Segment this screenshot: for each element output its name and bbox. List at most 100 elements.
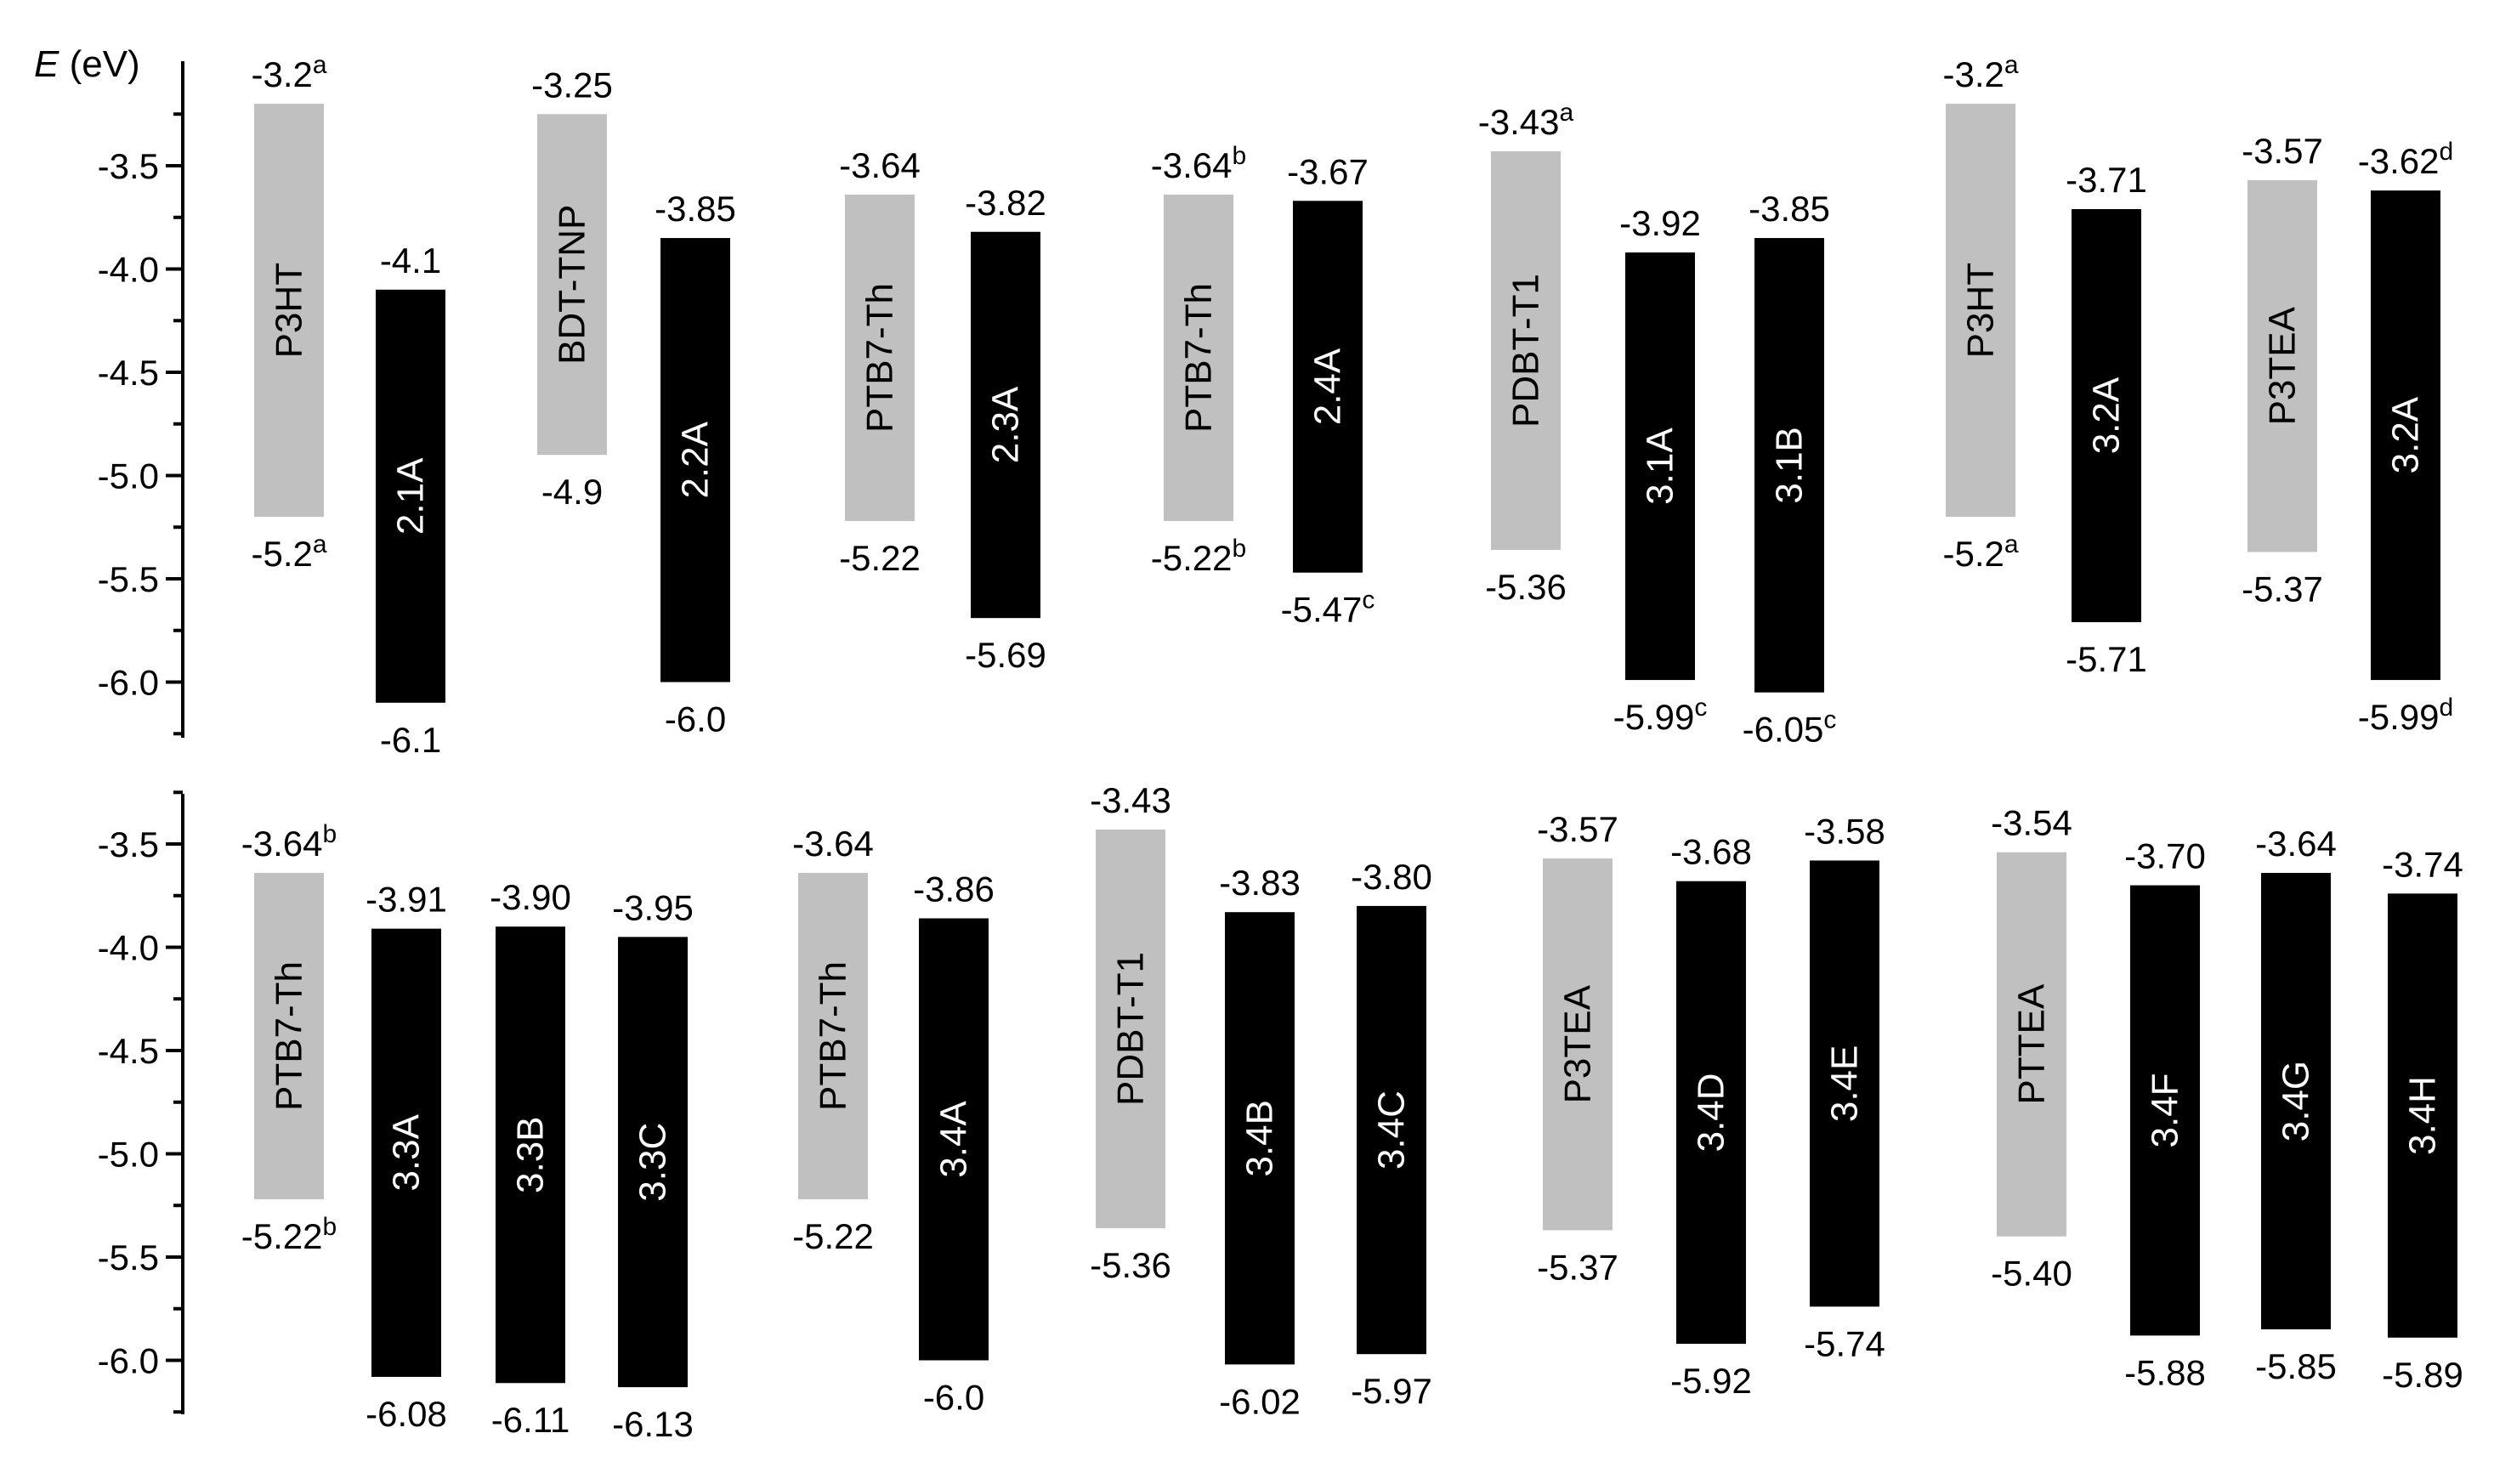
homo-label: -6.13 (612, 1404, 694, 1444)
y-axis-title: E (eV) (34, 43, 140, 85)
bar-material-label: PTB7-Th (1178, 283, 1220, 433)
y-tick-label: -6.0 (98, 663, 159, 703)
y-tick-label: -3.5 (98, 824, 159, 864)
homo-label: -6.05c (1743, 706, 1837, 750)
bar-material-label: P3TEA (1557, 984, 1599, 1103)
acceptor-bar-3-3b: 3.3B -3.90 -6.11 (490, 877, 571, 1440)
y-tick-label: -5.5 (98, 559, 159, 599)
homo-label: -5.88 (2124, 1352, 2206, 1392)
y-axis-unit: (eV) (59, 43, 139, 85)
acceptor-bar-3-1a: 3.1A -3.92 -5.99c (1613, 203, 1708, 737)
acceptor-bar-2-1a: 2.1A -4.1 -6.1 (376, 241, 445, 760)
energy-bar (1096, 829, 1165, 1228)
bar-material-label: PTB7-Th (813, 961, 854, 1111)
homo-label: -5.97 (1351, 1371, 1432, 1411)
energy-bar (919, 918, 989, 1361)
lumo-label: -3.82 (965, 183, 1046, 223)
homo-label-footnote: c (1362, 586, 1375, 615)
y-tick-label: -4.5 (98, 353, 159, 393)
lumo-label: -3.62d (2358, 138, 2453, 181)
lumo-label-value: -3.64 (241, 824, 323, 864)
lumo-label: -3.80 (1351, 857, 1432, 897)
lumo-label: -3.64 (839, 145, 921, 185)
lumo-label: -3.85 (655, 189, 736, 229)
bar-material-label: 3.4G (2276, 1061, 2317, 1141)
bar-material-label: 2.2A (675, 421, 717, 498)
bar-material-label: 3.1B (1769, 427, 1811, 504)
donor-bar-ptb7-th: PTB7-Th -3.64 -5.22 (839, 145, 921, 578)
homo-label: -5.85 (2255, 1346, 2337, 1386)
lumo-label: -3.67 (1287, 151, 1369, 191)
y-tick-label: -4.0 (98, 928, 159, 968)
lumo-label-value: -3.95 (612, 887, 694, 927)
y-tick-label: -4.5 (98, 1031, 159, 1071)
lumo-label-footnote: a (313, 51, 327, 79)
energy-bar (496, 926, 565, 1384)
lumo-label-value: -3.25 (531, 65, 613, 105)
lumo-label-value: -3.71 (2066, 160, 2147, 200)
lumo-label: -3.57 (2242, 131, 2323, 171)
homo-label-value: -5.36 (1485, 567, 1567, 607)
acceptor-bar-3-4e: 3.4E -3.58 -5.74 (1804, 811, 1885, 1363)
bar-material-label: 2.3A (985, 386, 1027, 463)
bar-material-label: 3.4C (1371, 1090, 1413, 1170)
bar-material-label: P3HT (1960, 263, 2002, 358)
energy-bar (1754, 238, 1824, 693)
energy-bar (2371, 190, 2440, 681)
lumo-label: -3.92 (1619, 203, 1701, 243)
homo-label-value: -5.36 (1090, 1245, 1171, 1285)
energy-bar (1225, 912, 1295, 1365)
acceptor-bar-3-3c: 3.3C -3.95 -6.13 (612, 887, 694, 1444)
energy-bar (1997, 852, 2066, 1237)
bar-material-label: 3.3B (510, 1116, 552, 1193)
homo-label-value: -5.99 (2358, 697, 2440, 737)
homo-label-value: -5.92 (1670, 1361, 1752, 1401)
homo-label: -5.22b (241, 1213, 337, 1256)
lumo-label-value: -3.62 (2358, 141, 2440, 181)
homo-label-value: -6.11 (491, 1400, 570, 1440)
donor-bar-pdbt-t1: PDBT-T1 -3.43a -5.36 (1478, 99, 1574, 607)
energy-bar (1676, 881, 1746, 1345)
lumo-label: -3.64b (241, 820, 337, 864)
energy-bar (376, 289, 445, 703)
homo-label-value: -5.22 (1151, 538, 1233, 578)
lumo-label: -3.54 (1991, 803, 2072, 843)
homo-label: -5.22b (1151, 535, 1246, 578)
lumo-label-value: -3.64 (792, 824, 874, 864)
homo-label: -5.37 (1537, 1247, 1618, 1287)
homo-label: -5.99d (2358, 694, 2453, 737)
energy-bar (371, 928, 441, 1377)
lumo-label: -3.71 (2066, 160, 2147, 200)
lower-panel: -3.5-4.0-4.5-5.0-5.5-6.0PTB7-Th-3.64b-5.… (98, 780, 2463, 1444)
homo-label: -5.22 (839, 538, 921, 578)
homo-label: -6.0 (923, 1378, 984, 1418)
lumo-label-footnote: d (2440, 138, 2454, 166)
lumo-label-value: -3.64 (839, 145, 921, 185)
homo-label-footnote: c (1823, 706, 1836, 734)
lumo-label: -3.2a (1942, 51, 2018, 94)
acceptor-bar-2-3a: 2.3A -3.82 -5.69 (965, 183, 1046, 675)
homo-label-value: -5.47 (1281, 590, 1363, 630)
lumo-label: -4.1 (380, 241, 441, 280)
donor-bar-p3tea: P3TEA -3.57 -5.37 (2242, 131, 2323, 609)
lumo-label: -3.43 (1090, 780, 1171, 820)
bar-material-label: P3TEA (2262, 306, 2304, 425)
homo-label: -5.89 (2382, 1355, 2463, 1395)
lumo-label-footnote: b (1233, 142, 1247, 170)
homo-label-value: -6.02 (1219, 1381, 1301, 1421)
homo-label: -6.0 (665, 700, 726, 739)
donor-bar-p3ht: P3HT-3.2a-5.2a (251, 51, 326, 574)
y-axis-title-text: E (eV) (34, 43, 140, 85)
bar-material-label: PTB7-Th (859, 283, 901, 433)
lumo-label: -3.68 (1670, 832, 1752, 872)
lumo-label-value: -3.2 (1942, 54, 2004, 94)
lumo-label-value: -3.74 (2382, 844, 2463, 884)
bar-material-label: 3.4B (1239, 1100, 1281, 1177)
energy-bar (2261, 873, 2331, 1330)
lumo-label-value: -3.67 (1287, 151, 1369, 191)
homo-label-value: -6.05 (1743, 710, 1824, 750)
upper-panel: -3.5-4.0-4.5-5.0-5.5-6.0P3HT-3.2a-5.2a2.… (98, 51, 2454, 760)
acceptor-bar-3-4d: 3.4D -3.68 -5.92 (1670, 832, 1752, 1401)
lumo-label-value: -3.68 (1670, 832, 1752, 872)
lumo-label-value: -3.83 (1219, 863, 1301, 903)
